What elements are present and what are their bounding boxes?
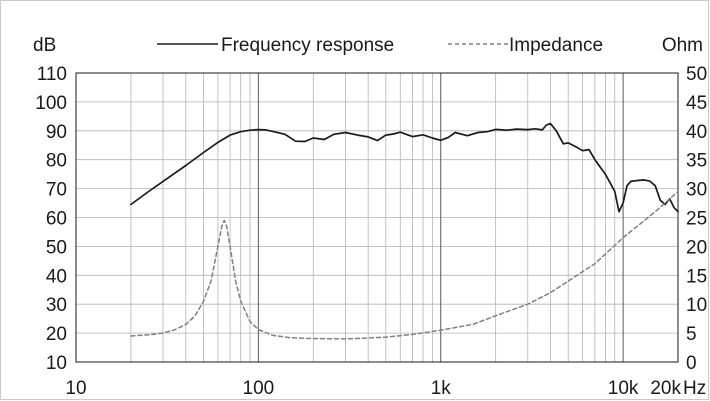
right-y-tick-label: 0 [686,353,697,374]
left-y-tick-label: 110 [37,64,67,85]
impedance-line [130,190,679,340]
left-y-tick-label: 100 [35,93,67,114]
left-axis-unit: dB [33,35,56,56]
right-y-tick-label: 50 [686,64,707,85]
x-tick-label: 20k [650,378,681,399]
right-y-tick-label: 25 [686,209,707,230]
right-y-tick-label: 40 [686,122,707,143]
left-y-tick-label: 60 [46,209,67,230]
left-y-tick-label: 90 [46,122,67,143]
x-axis-unit: Hz [683,378,706,399]
right-y-tick-label: 35 [686,151,707,172]
x-tick-label: 100 [243,378,275,399]
frequency-response-line [130,122,679,213]
x-tick-labels: 10 100 1k 10k 20k [65,378,681,399]
horizontal-grid [76,72,678,363]
right-y-tick-label: 10 [686,295,707,316]
left-y-tick-labels: 10 20 30 40 50 60 70 80 90 100 110 [35,64,67,374]
left-y-tick-label: 80 [46,151,67,172]
x-tick-label: 10k [608,378,639,399]
right-y-tick-label: 45 [686,93,707,114]
legend-label-frequency-response: Frequency response [221,35,394,56]
left-y-tick-label: 30 [46,295,67,316]
right-y-tick-label: 30 [686,180,707,201]
series-layer [130,122,679,340]
legend: Frequency response Impedance [157,35,603,56]
right-y-tick-label: 20 [686,237,707,258]
legend-label-impedance: Impedance [509,35,603,56]
right-y-tick-label: 5 [686,324,697,345]
left-y-tick-label: 20 [46,324,67,345]
left-y-tick-label: 10 [46,353,67,374]
right-axis-unit: Ohm [662,35,703,56]
x-tick-label: 1k [431,378,452,399]
plot-border [75,72,679,363]
right-y-tick-labels: 0 5 10 15 20 25 30 35 40 45 50 [686,64,707,374]
x-tick-label: 10 [65,378,86,399]
left-y-tick-label: 50 [46,237,67,258]
left-y-tick-label: 40 [46,266,67,287]
right-y-tick-label: 15 [686,266,707,287]
left-y-tick-label: 70 [46,180,67,201]
